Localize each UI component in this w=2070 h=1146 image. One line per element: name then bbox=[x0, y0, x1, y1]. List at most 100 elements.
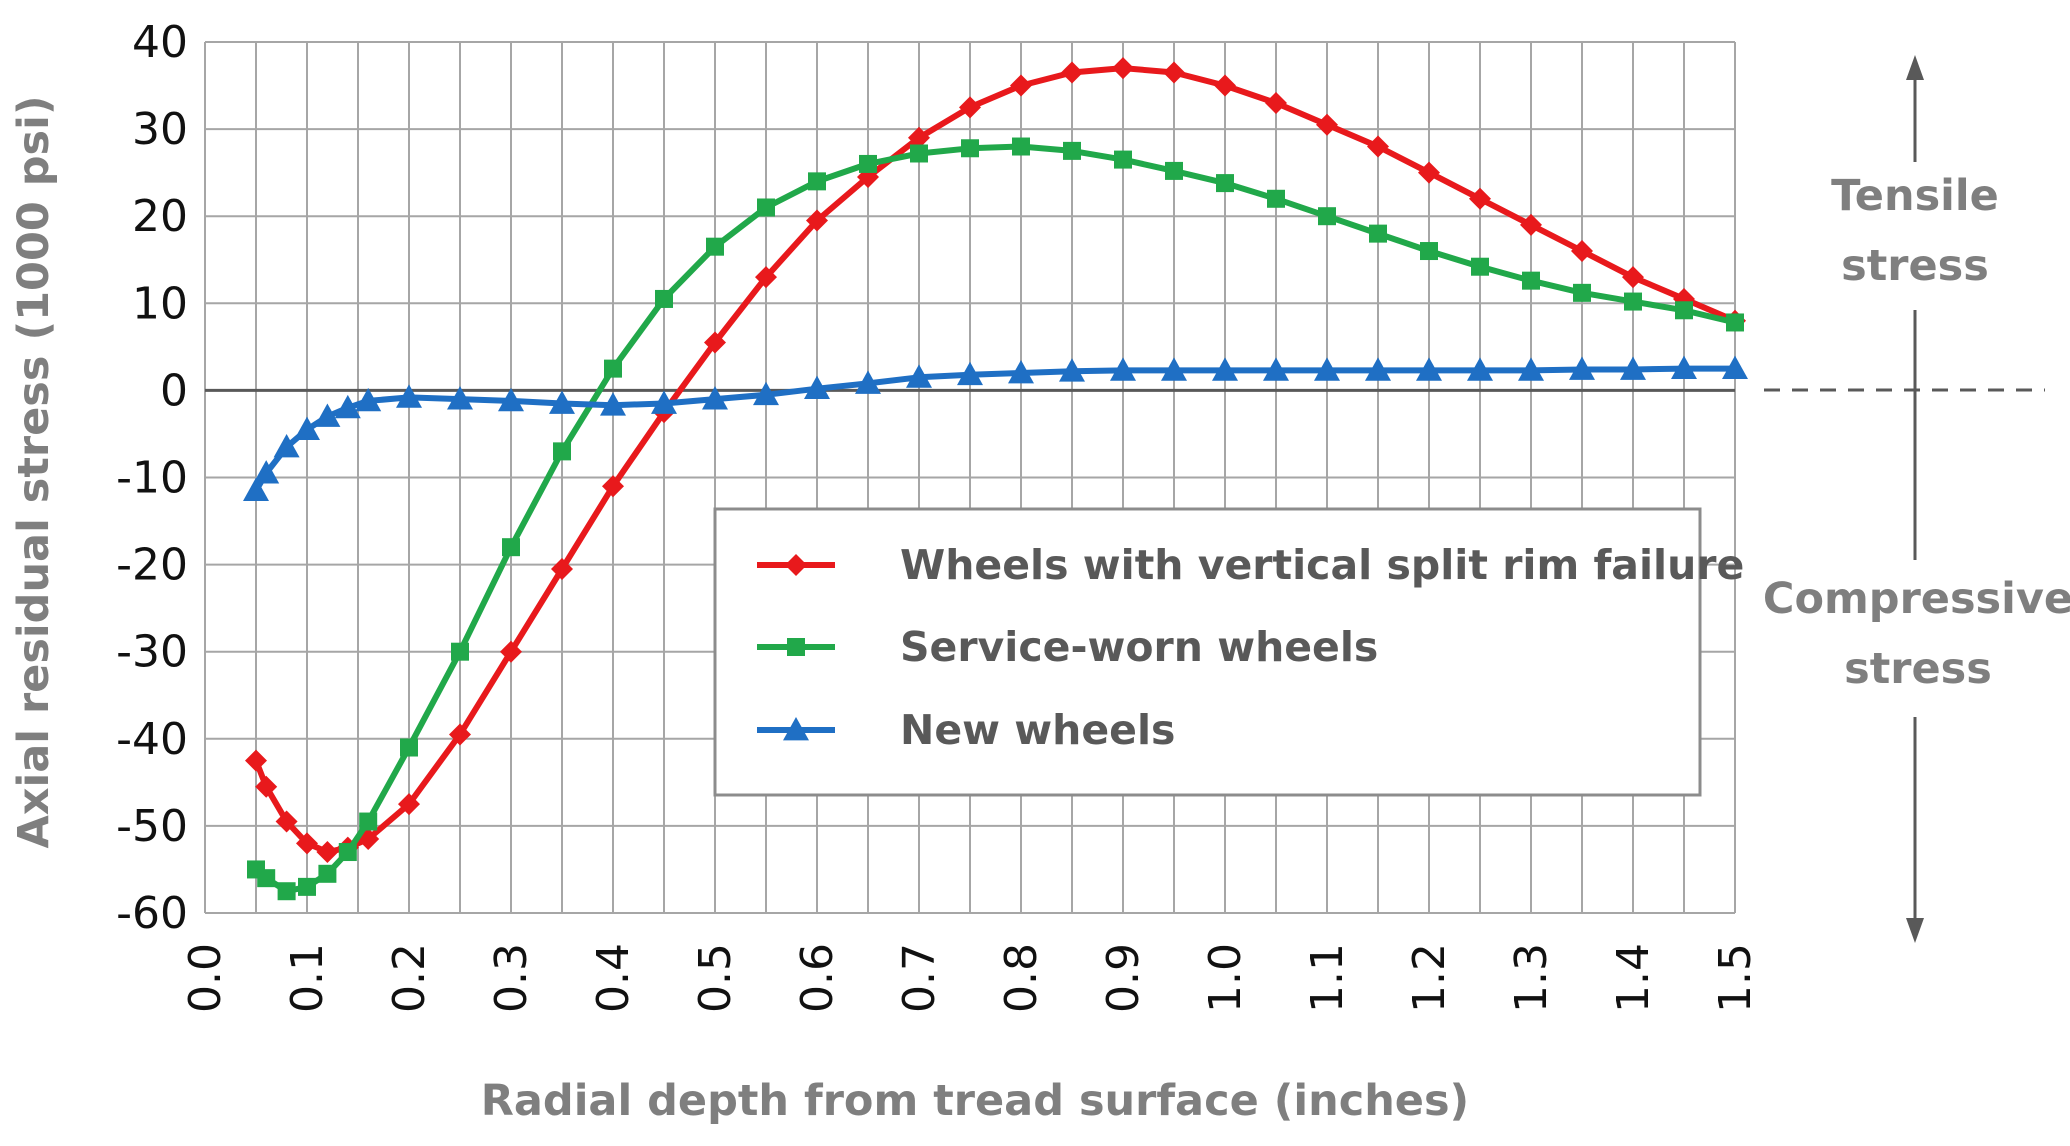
data-point-split-rim-failure bbox=[296, 832, 318, 855]
data-point-new-wheels bbox=[1110, 357, 1136, 381]
x-tick-label: 1.5 bbox=[1710, 943, 1761, 1013]
data-point-service-worn bbox=[502, 538, 520, 557]
legend-label-split-rim-failure: Wheels with vertical split rim failure bbox=[900, 541, 1744, 589]
x-tick-label: 1.1 bbox=[1302, 943, 1353, 1013]
data-point-split-rim-failure bbox=[1163, 61, 1185, 84]
legend-marker-split-rim-failure bbox=[785, 554, 807, 576]
data-point-split-rim-failure bbox=[245, 749, 267, 772]
data-point-split-rim-failure bbox=[275, 810, 298, 833]
data-point-service-worn bbox=[277, 882, 296, 901]
y-tick-label: -50 bbox=[116, 801, 188, 852]
x-tick-label: 0.7 bbox=[894, 943, 945, 1013]
y-tick-label: -10 bbox=[116, 453, 188, 504]
data-point-service-worn bbox=[1267, 189, 1285, 208]
data-point-new-wheels bbox=[1671, 355, 1697, 380]
y-tick-label: -20 bbox=[116, 540, 188, 591]
series-line-service-worn bbox=[253, 143, 1738, 895]
data-point-service-worn bbox=[298, 877, 316, 896]
down-arrow-icon bbox=[1906, 918, 1924, 943]
data-point-new-wheels bbox=[753, 381, 779, 406]
legend-label-service-worn: Service-worn wheels bbox=[900, 623, 1378, 671]
data-point-split-rim-failure bbox=[1367, 135, 1389, 158]
data-point-split-rim-failure bbox=[1316, 113, 1338, 136]
data-point-service-worn bbox=[359, 812, 378, 831]
data-point-service-worn bbox=[1369, 224, 1387, 243]
data-point-new-wheels bbox=[1059, 358, 1085, 382]
data-point-new-wheels bbox=[1263, 357, 1289, 381]
data-point-service-worn bbox=[1165, 161, 1183, 180]
x-tick-label: 1.2 bbox=[1404, 943, 1455, 1013]
data-point-new-wheels bbox=[651, 390, 677, 414]
data-point-service-worn bbox=[1318, 207, 1336, 226]
data-point-new-wheels bbox=[1314, 357, 1340, 381]
data-point-new-wheels bbox=[1416, 357, 1442, 381]
y-tick-label: 40 bbox=[132, 17, 188, 68]
data-point-new-wheels bbox=[1722, 355, 1748, 380]
data-point-new-wheels bbox=[243, 477, 269, 501]
data-point-new-wheels bbox=[1467, 357, 1493, 381]
data-point-service-worn bbox=[1471, 257, 1489, 276]
tensile-label-line-1: Tensile bbox=[1831, 171, 1999, 221]
series-line-new-wheels bbox=[253, 365, 1738, 494]
data-point-service-worn bbox=[757, 198, 775, 217]
data-point-new-wheels bbox=[855, 370, 881, 394]
data-point-service-worn bbox=[859, 154, 877, 173]
data-point-service-worn bbox=[553, 442, 571, 461]
tensile-label-line-2: stress bbox=[1841, 241, 1989, 291]
data-point-split-rim-failure bbox=[1520, 213, 1542, 236]
data-point-split-rim-failure bbox=[1010, 74, 1032, 97]
data-point-new-wheels bbox=[1518, 357, 1544, 381]
data-point-new-wheels bbox=[804, 375, 830, 400]
axis-ticks: 40 30 20 10 0 -10 -20 -30 -40 -50 -600.0 0.1 0.2 0.3 0… bbox=[116, 17, 1761, 1013]
data-point-new-wheels bbox=[702, 386, 728, 410]
data-point-service-worn bbox=[400, 738, 418, 757]
y-tick-label: 10 bbox=[132, 278, 188, 329]
data-point-split-rim-failure bbox=[908, 126, 930, 149]
data-point-service-worn bbox=[1012, 137, 1030, 156]
data-point-split-rim-failure bbox=[1112, 57, 1134, 80]
x-tick-label: 0.3 bbox=[486, 943, 537, 1013]
data-point-service-worn bbox=[1063, 141, 1081, 160]
data-point-new-wheels bbox=[1212, 357, 1238, 381]
data-point-new-wheels bbox=[600, 392, 626, 416]
data-point-service-worn bbox=[655, 289, 673, 308]
data-point-service-worn bbox=[604, 359, 622, 378]
data-point-service-worn bbox=[1573, 283, 1591, 302]
y-tick-label: 30 bbox=[132, 104, 188, 155]
data-point-new-wheels bbox=[906, 364, 932, 388]
data-point-new-wheels bbox=[253, 460, 280, 484]
compressive-label-line-1: Compressive bbox=[1763, 574, 2070, 624]
data-point-service-worn bbox=[910, 144, 928, 163]
y-tick-label: -30 bbox=[116, 627, 188, 678]
x-tick-label: 0.5 bbox=[690, 943, 741, 1013]
data-point-service-worn bbox=[257, 869, 276, 888]
data-point-new-wheels bbox=[314, 403, 341, 427]
data-point-new-wheels bbox=[498, 387, 524, 412]
data-point-service-worn bbox=[1624, 292, 1642, 311]
data-point-service-worn bbox=[1216, 174, 1234, 193]
data-point-service-worn bbox=[808, 172, 826, 191]
data-point-new-wheels bbox=[396, 384, 422, 408]
stress-direction-annotation: Tensile stress Compressive stress bbox=[1763, 55, 2070, 943]
data-point-split-rim-failure bbox=[449, 723, 471, 746]
data-point-split-rim-failure bbox=[602, 475, 624, 498]
data-point-new-wheels bbox=[1620, 356, 1646, 380]
x-tick-label: 0.6 bbox=[792, 943, 843, 1013]
data-point-new-wheels bbox=[1161, 357, 1187, 381]
data-point-split-rim-failure bbox=[1265, 91, 1287, 114]
x-tick-label: 0.1 bbox=[282, 943, 333, 1013]
data-point-new-wheels bbox=[1365, 357, 1391, 381]
legend: Wheels with vertical split rim failure Se… bbox=[713, 507, 1744, 797]
data-point-service-worn bbox=[1420, 242, 1438, 261]
data-point-service-worn bbox=[1726, 313, 1744, 332]
data-point-split-rim-failure bbox=[704, 331, 726, 354]
data-point-split-rim-failure bbox=[1214, 74, 1236, 97]
data-point-split-rim-failure bbox=[806, 209, 828, 232]
data-point-new-wheels bbox=[273, 434, 300, 458]
data-point-service-worn bbox=[1522, 271, 1540, 290]
x-tick-label: 0.4 bbox=[588, 943, 639, 1013]
data-point-split-rim-failure bbox=[255, 775, 278, 798]
compressive-label-line-2: stress bbox=[1844, 644, 1992, 694]
legend-label-new-wheels: New wheels bbox=[900, 706, 1175, 754]
